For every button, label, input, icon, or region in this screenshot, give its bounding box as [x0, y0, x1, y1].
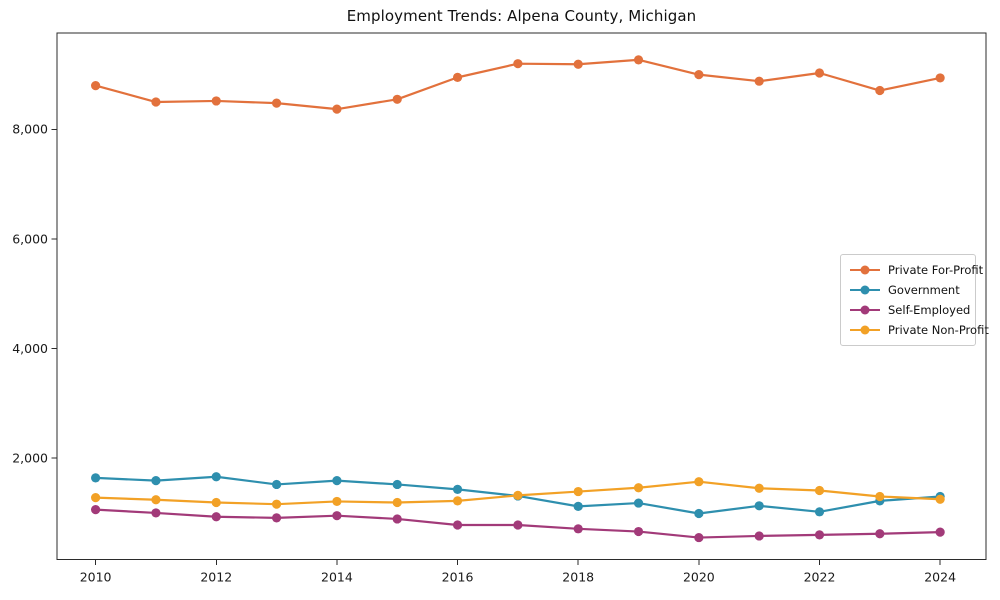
- data-point-government: [452, 484, 463, 494]
- data-point-government: [573, 501, 583, 511]
- data-point-self-employed: [814, 530, 825, 540]
- data-point-self-employed: [151, 508, 161, 518]
- data-point-private-non-profit: [211, 497, 221, 508]
- legend-label: Self-Employed: [888, 303, 971, 317]
- data-point-private-for-profit: [814, 68, 825, 78]
- legend-line-marker-icon: [850, 285, 880, 296]
- data-point-private-for-profit: [935, 73, 945, 83]
- data-point-self-employed: [573, 524, 583, 534]
- x-tick-label: 2022: [804, 570, 836, 585]
- data-point-private-non-profit: [452, 496, 463, 506]
- legend-line-marker-icon: [850, 325, 880, 336]
- data-point-private-non-profit: [633, 483, 644, 493]
- data-point-private-non-profit: [91, 492, 101, 503]
- data-point-government: [814, 507, 825, 517]
- data-point-government: [332, 476, 342, 486]
- data-point-government: [271, 479, 282, 490]
- y-tick-label: 4,000: [12, 341, 48, 356]
- data-point-self-employed: [694, 532, 704, 543]
- axes-frame: [56, 32, 987, 560]
- chart-title: Employment Trends: Alpena County, Michig…: [346, 7, 697, 25]
- legend-line-marker-icon: [850, 305, 880, 316]
- data-point-self-employed: [452, 520, 463, 530]
- x-tick-label: 2014: [321, 570, 353, 585]
- data-point-private-for-profit: [573, 59, 583, 69]
- x-tick-label: 2024: [924, 570, 956, 585]
- data-point-self-employed: [754, 531, 764, 541]
- data-point-government: [151, 476, 161, 486]
- legend-label: Private Non-Profit: [888, 323, 989, 337]
- data-point-private-for-profit: [754, 76, 764, 86]
- data-point-private-non-profit: [694, 477, 704, 487]
- data-point-self-employed: [633, 526, 644, 537]
- data-point-private-for-profit: [332, 104, 342, 114]
- data-point-government: [211, 472, 221, 482]
- data-point-self-employed: [332, 511, 342, 521]
- legend-item-private-non-profit: Private Non-Profit: [850, 323, 989, 337]
- data-point-private-for-profit: [452, 72, 463, 82]
- data-point-private-for-profit: [513, 59, 523, 69]
- data-point-private-non-profit: [392, 497, 402, 508]
- legend-line-marker-icon: [850, 265, 880, 276]
- x-tick-label: 2016: [442, 570, 474, 585]
- data-point-government: [633, 498, 644, 508]
- legend-label: Government: [888, 283, 960, 297]
- legend-item-self-employed: Self-Employed: [850, 303, 971, 317]
- data-point-private-non-profit: [332, 496, 342, 507]
- data-point-private-non-profit: [875, 491, 885, 502]
- data-point-private-for-profit: [633, 55, 644, 65]
- data-point-government: [392, 479, 402, 490]
- data-point-self-employed: [392, 514, 402, 524]
- data-point-private-non-profit: [814, 485, 825, 496]
- data-point-private-for-profit: [151, 97, 161, 107]
- data-point-self-employed: [935, 527, 945, 537]
- data-point-government: [91, 473, 101, 483]
- data-point-private-for-profit: [271, 98, 282, 108]
- data-point-private-non-profit: [271, 499, 282, 509]
- data-point-private-non-profit: [513, 490, 523, 500]
- legend-item-government: Government: [850, 283, 967, 297]
- data-point-self-employed: [91, 505, 101, 515]
- y-tick-label: 8,000: [12, 122, 48, 137]
- data-point-government: [754, 501, 764, 511]
- y-tick-label: 2,000: [12, 450, 48, 465]
- x-tick-label: 2018: [562, 570, 594, 585]
- data-point-self-employed: [513, 520, 523, 530]
- data-point-private-for-profit: [694, 70, 704, 80]
- data-point-private-for-profit: [91, 80, 101, 91]
- legend-label: Private For-Profit: [888, 263, 984, 277]
- data-point-private-non-profit: [754, 483, 764, 493]
- x-tick-label: 2010: [80, 570, 112, 585]
- data-point-private-non-profit: [935, 494, 945, 504]
- data-point-private-for-profit: [875, 85, 885, 96]
- data-point-private-for-profit: [392, 94, 402, 104]
- y-tick-label: 6,000: [12, 231, 48, 246]
- data-point-government: [694, 508, 704, 519]
- data-point-self-employed: [211, 512, 221, 522]
- x-tick-label: 2012: [200, 570, 232, 585]
- legend-item-private-for-profit: Private For-Profit: [850, 263, 983, 277]
- legend: Private For-Profit Government Self-Employe…: [840, 254, 989, 346]
- data-point-private-for-profit: [211, 96, 221, 106]
- data-point-private-non-profit: [573, 486, 583, 497]
- data-point-private-non-profit: [151, 495, 161, 505]
- data-point-self-employed: [875, 529, 885, 539]
- x-tick-label: 2020: [683, 570, 715, 585]
- data-point-self-employed: [271, 513, 282, 523]
